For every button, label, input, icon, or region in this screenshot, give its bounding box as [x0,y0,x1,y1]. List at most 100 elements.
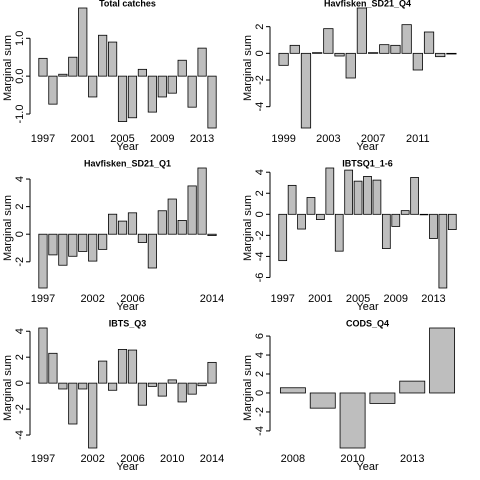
bar [38,327,48,384]
y-tick-label: 2 [254,371,266,377]
x-tick-label: 1997 [270,293,294,305]
chart-title: IBTS_Q3 [109,318,147,328]
bar [88,382,98,449]
bar [108,41,118,77]
bar [289,44,300,54]
bar [78,382,88,390]
y-tick-label: -1.0 [14,105,26,124]
x-axis-label: Year [356,141,379,153]
bar [98,360,108,384]
y-tick-label: 2 [254,190,266,196]
x-tick-label: 2013 [190,133,214,145]
bar [38,233,48,289]
x-tick-label: 2001 [71,133,95,145]
chart-title: IBTSQ1_1-6 [342,158,393,168]
bar [177,59,187,77]
y-axis-label: Marginal sum [242,195,254,261]
bar [423,31,435,54]
bar [98,34,108,77]
x-tick-label: 2014 [200,453,224,465]
x-tick-label: 2005 [346,293,370,305]
x-tick-label: 2001 [308,293,332,305]
bar [187,75,197,108]
y-axis-label: Marginal sum [2,35,14,101]
y-tick-label: 0 [254,390,266,396]
x-axis-label: Year [356,301,379,313]
bar [88,233,98,262]
y-tick-label: 0 [254,50,266,56]
y-tick-label: -4 [254,252,266,262]
bar [177,382,187,403]
bar [399,380,426,394]
x-tick-label: 2002 [80,453,104,465]
y-tick-label: 2 [254,24,266,30]
bar [187,382,197,395]
y-tick-label: -4 [14,430,26,440]
bar [207,233,217,236]
bar [345,52,356,79]
bar [446,52,457,55]
y-axis-label: Marginal sum [2,195,14,261]
x-tick-label: 2006 [120,293,144,305]
bar [410,177,419,215]
bar [334,213,344,252]
y-tick-label: 4 [14,176,26,182]
bar [429,327,456,394]
y-tick-label: -4 [254,102,266,112]
bar [137,382,147,406]
bar [339,392,366,449]
bar [412,52,423,71]
bar [187,185,197,235]
y-tick-label: 0 [254,211,266,217]
x-tick-label: 2013 [421,293,445,305]
y-tick-label: 4 [254,169,266,175]
x-tick-label: 2010 [160,453,184,465]
bar [197,382,207,387]
y-tick-label: -2 [254,230,266,240]
x-tick-label: 2005 [110,133,134,145]
y-tick-label: 6 [254,333,266,339]
x-tick-label: 2009 [150,133,174,145]
bar [287,184,297,215]
bar [78,7,88,77]
bar [325,167,335,215]
bar [137,68,147,77]
x-tick-label: 2011 [406,133,430,145]
chart-title: Total catches [99,0,156,8]
x-tick-label: 2007 [361,133,385,145]
bar [137,233,147,243]
y-axis-label: Marginal sum [242,35,254,101]
chart-title: CODS_Q4 [346,318,389,328]
y-tick-label: -2 [254,75,266,85]
bar [306,197,316,215]
bar [278,213,288,262]
bar [167,198,177,235]
x-tick-label: 2006 [120,453,144,465]
bar [300,52,312,129]
x-tick-label: 2013 [400,453,424,465]
bar [157,382,167,397]
bar [98,233,108,250]
bar [167,379,177,384]
bar [429,213,438,239]
bar [177,220,187,235]
bar [334,52,345,57]
bar [344,169,354,215]
bar [390,44,401,54]
bar [312,52,323,54]
bar [127,349,138,384]
bar [127,75,138,119]
x-axis-label: Year [116,141,139,153]
bar [78,233,88,252]
bar [353,180,363,215]
y-tick-label: 4 [14,328,26,334]
bar [207,361,217,384]
bar [438,213,448,289]
bar [356,7,368,54]
y-tick-label: -2 [14,257,26,267]
bar [419,213,429,216]
x-tick-label: 2014 [200,293,224,305]
bar [108,382,118,391]
bar [401,24,412,54]
